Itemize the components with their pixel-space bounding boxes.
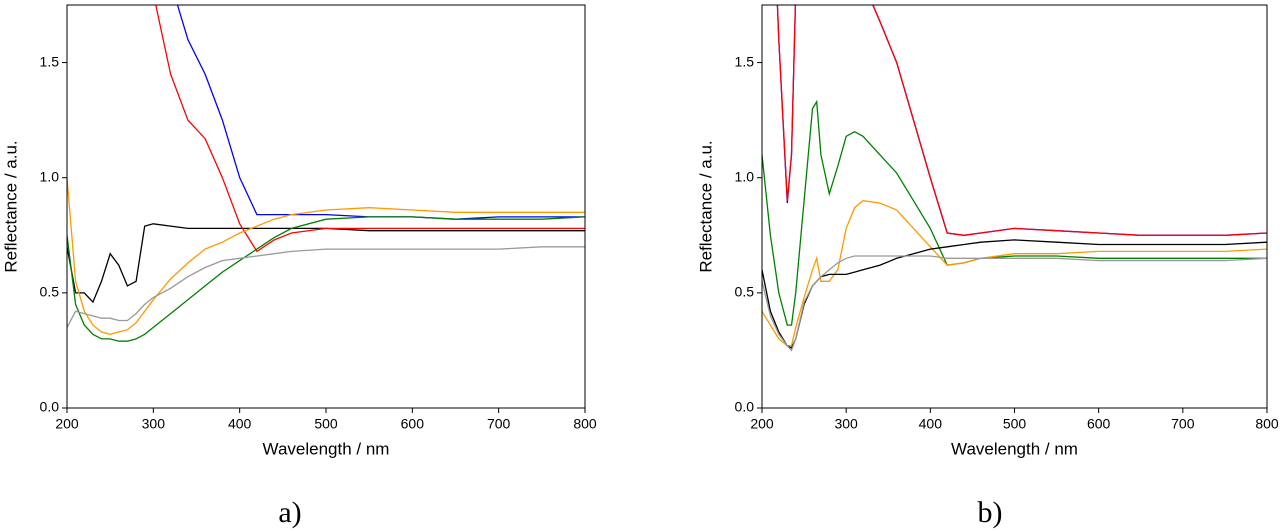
x-tick-label: 500 [314,416,338,432]
plot-frame [761,4,1268,409]
data-line [776,5,1267,236]
plot-frame [66,4,586,409]
data-line [67,177,585,335]
y-tick-label: 0.0 [735,399,755,415]
x-tick-label: 200 [55,416,79,432]
x-tick-label: 200 [750,416,774,432]
data-line [176,5,585,220]
x-tick-label: 800 [573,416,597,432]
y-tick-label: 0.5 [735,284,755,300]
panel-caption: a) [278,496,301,529]
x-tick-label: 700 [1171,416,1195,432]
y-tick-label: 1.0 [40,168,60,184]
y-tick-label: 0.5 [40,284,60,300]
x-axis-label: Wavelength / nm [263,439,390,458]
x-tick-label: 600 [1087,416,1111,432]
data-line [67,223,585,304]
plot-lines [67,5,585,342]
x-tick-label: 800 [1255,416,1279,432]
data-line [762,200,1267,347]
y-axis-label: Reflectance / a.u. [1,140,20,272]
x-tick-label: 500 [1003,416,1027,432]
data-line [67,216,585,342]
x-tick-label: 700 [487,416,511,432]
x-axis-label: Wavelength / nm [951,439,1078,458]
y-tick-label: 0.0 [40,399,60,415]
data-line [776,5,1267,236]
x-tick-label: 600 [401,416,425,432]
data-line [762,255,1267,352]
y-axis-label: Reflectance / a.u. [696,140,715,272]
data-line [155,5,585,253]
x-tick-label: 400 [919,416,943,432]
y-tick-label: 1.5 [735,53,755,69]
x-tick-label: 300 [142,416,166,432]
plot-lines [762,5,1267,352]
data-line [67,246,585,328]
y-tick-label: 1.0 [735,168,755,184]
data-line [762,99,1267,326]
panel-caption: b) [978,496,1003,529]
x-tick-label: 400 [228,416,252,432]
y-tick-label: 1.5 [40,53,60,69]
x-tick-label: 300 [834,416,858,432]
